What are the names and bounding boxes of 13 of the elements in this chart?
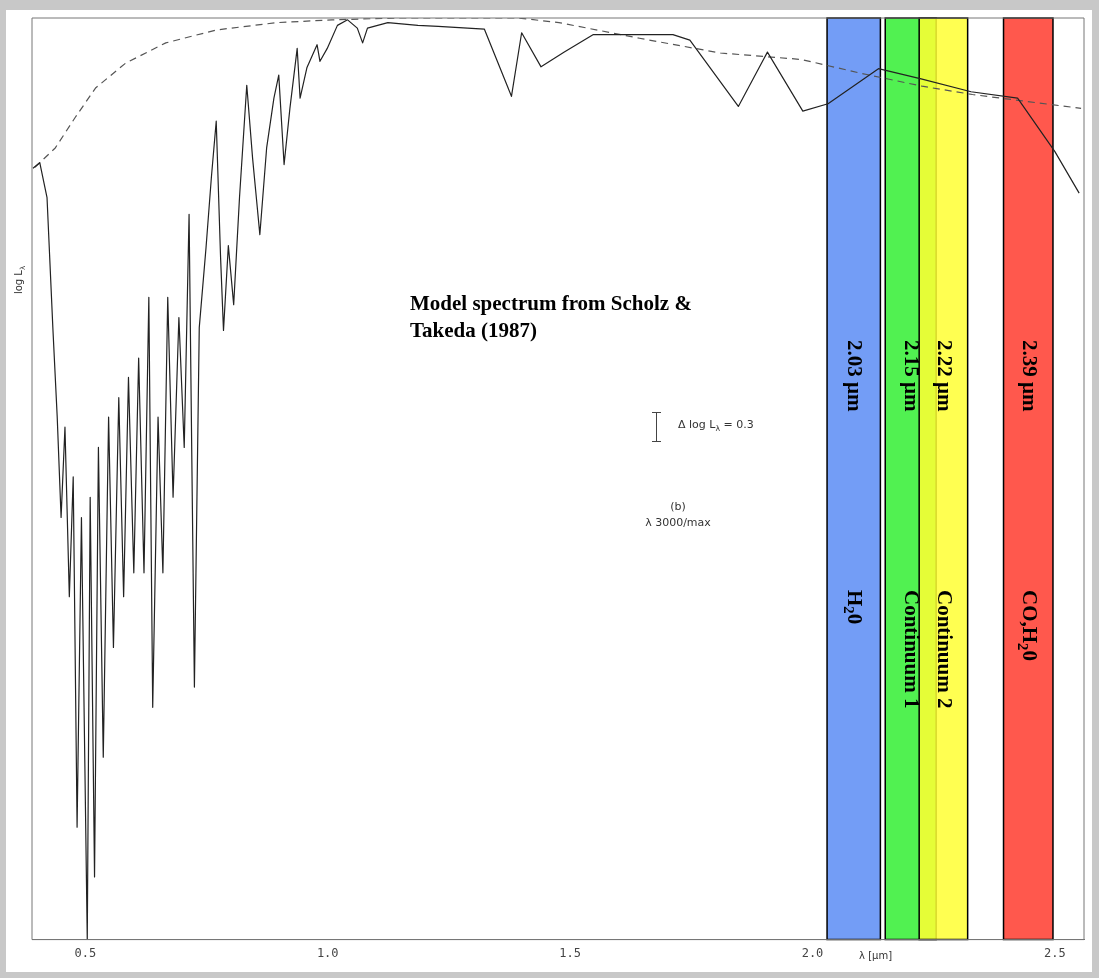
x-tick-label: 2.5 bbox=[1044, 945, 1066, 960]
x-tick-label: 1.5 bbox=[559, 945, 581, 960]
x-tick-label: 1.0 bbox=[316, 945, 339, 960]
annotation: Model spectrum from Scholz & Takeda (1987) bbox=[410, 291, 692, 342]
text: 2.22 μm Continuum 2 bbox=[932, 340, 957, 709]
x-tick-label: 0.5 bbox=[74, 945, 97, 960]
text: 2.39 μm CO,H20 bbox=[1015, 340, 1042, 661]
text: 2.03 μm H20 bbox=[840, 340, 868, 625]
text: 2.15 μm Continuum 1 bbox=[900, 340, 925, 709]
x-axis-title: λ [μm] bbox=[859, 949, 893, 961]
x-tick-label: 2.0 bbox=[801, 945, 824, 960]
annotation: λ 3000/max bbox=[645, 516, 712, 529]
annotation: (b) bbox=[670, 500, 686, 513]
